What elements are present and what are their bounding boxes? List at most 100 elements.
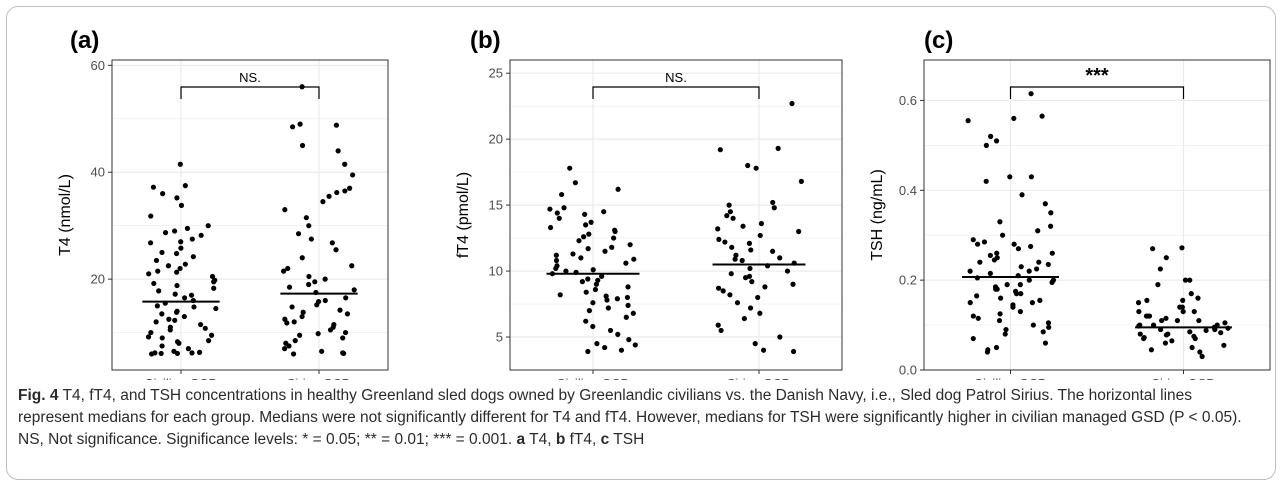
panel-a-point	[166, 316, 172, 322]
panel-c-point	[1180, 297, 1186, 303]
panel-b-point	[609, 244, 615, 250]
panel-c-label: (c)	[924, 27, 953, 54]
panel-a-point	[342, 161, 348, 167]
panel-c-point	[967, 300, 973, 306]
panel-a-point	[319, 348, 325, 354]
panel-a-point	[306, 273, 312, 280]
panel-c-point	[1048, 223, 1054, 229]
panel-b-point	[796, 228, 802, 235]
panel-c-point	[1029, 300, 1035, 306]
panel-b-point	[747, 265, 753, 272]
panel-b-significance-bracket	[592, 86, 760, 99]
panel-c-point	[1003, 326, 1009, 333]
panel-a-point	[167, 327, 173, 333]
panel-b-point	[611, 235, 617, 241]
panel-b-point	[605, 305, 611, 311]
panel-a-point	[182, 183, 188, 189]
panel-c-point	[1141, 335, 1147, 342]
panel-c-point	[1136, 308, 1142, 315]
panel-c-point	[1155, 282, 1161, 288]
panel-b-point	[554, 210, 560, 216]
panel-b-point	[770, 248, 776, 254]
panel-c-point	[1196, 317, 1202, 324]
panel-a-point	[322, 276, 328, 282]
panel-b-point	[762, 284, 768, 290]
panel-c-border	[923, 59, 1271, 371]
panel-b-point	[604, 297, 610, 303]
caption-part-a-label: a	[516, 431, 526, 448]
panel-b-point	[553, 257, 560, 264]
panel-b-point	[583, 289, 589, 295]
panel-a-point	[333, 247, 339, 253]
panel-a-point	[337, 307, 343, 313]
panel-a-point	[191, 304, 197, 310]
panel-a-point	[211, 285, 217, 291]
panel-b-point	[559, 191, 565, 198]
panel-c-point	[1030, 322, 1036, 328]
panel-b-point	[730, 215, 736, 221]
panel-a-point	[297, 332, 303, 338]
panel-b-point	[590, 300, 596, 306]
panel-c-point	[993, 138, 1000, 144]
caption-part-c-text: TSH	[609, 431, 645, 448]
panel-a-point	[290, 351, 297, 357]
panel-b-point	[630, 310, 636, 316]
panel-b-point	[746, 273, 753, 279]
panel-a-point	[327, 327, 334, 333]
panel-c-point	[1042, 340, 1049, 346]
panel-c-point	[998, 295, 1004, 301]
panel-b-point	[570, 251, 576, 257]
panel-c-point	[1019, 192, 1025, 198]
caption-text: T4, fT4, and TSH concentrations in healt…	[18, 387, 1242, 448]
panel-b-point	[588, 219, 594, 225]
panel-c-point	[1191, 308, 1197, 315]
panel-c-point	[970, 313, 976, 319]
panel-c-point	[1036, 259, 1042, 265]
panel-a-point	[196, 349, 203, 355]
panel-b-point	[586, 231, 592, 237]
panel-b-point	[593, 281, 600, 287]
panel-a-point	[315, 298, 322, 305]
panel-b-ytick-label: 20	[489, 132, 503, 147]
panel-c-point	[967, 268, 973, 274]
panel-b-point	[748, 247, 754, 253]
panel-a-point	[184, 225, 191, 231]
panel-b-point	[729, 244, 735, 250]
panel-a-point	[177, 161, 183, 167]
panel-c-point	[1049, 250, 1055, 256]
panel-c-point	[1221, 342, 1227, 348]
panel-a-point	[174, 339, 181, 345]
panel-b-point	[563, 268, 569, 274]
panel-a-point	[148, 329, 154, 336]
panel-a-point	[333, 122, 340, 128]
panel-a-point	[156, 288, 162, 294]
panel-a-point	[173, 250, 180, 257]
panel-b-point	[724, 213, 730, 219]
panel-b-point	[572, 180, 578, 186]
panel-b-point	[718, 327, 724, 334]
panel-a-point	[343, 295, 349, 301]
panel-a-point	[340, 335, 346, 341]
panel-a-point	[326, 193, 332, 199]
panel-a-point	[209, 273, 216, 280]
panel-c-point	[1222, 320, 1228, 326]
panel-b-point	[715, 285, 722, 291]
panel-a-point	[148, 240, 154, 246]
panel-c-point	[1195, 295, 1201, 301]
panel-a-point	[344, 311, 351, 317]
panel-b-point	[586, 308, 593, 314]
panel-c-point	[970, 335, 976, 342]
panel-c-point	[1045, 320, 1052, 326]
panel-a-point	[341, 350, 347, 357]
panel-b-point	[576, 238, 582, 244]
panel-b-point	[749, 279, 755, 285]
panel-b-point	[728, 271, 734, 277]
panel-c-point	[1189, 344, 1195, 351]
panel-a-point	[281, 268, 287, 274]
panel-a-point	[289, 304, 295, 310]
panel-c-point	[1163, 315, 1169, 321]
panel-b-point	[601, 209, 607, 215]
panel-a-point	[306, 223, 312, 229]
panel-c-xtick-label: Sirius GSD	[1151, 376, 1215, 380]
panel-a-point	[197, 321, 204, 328]
